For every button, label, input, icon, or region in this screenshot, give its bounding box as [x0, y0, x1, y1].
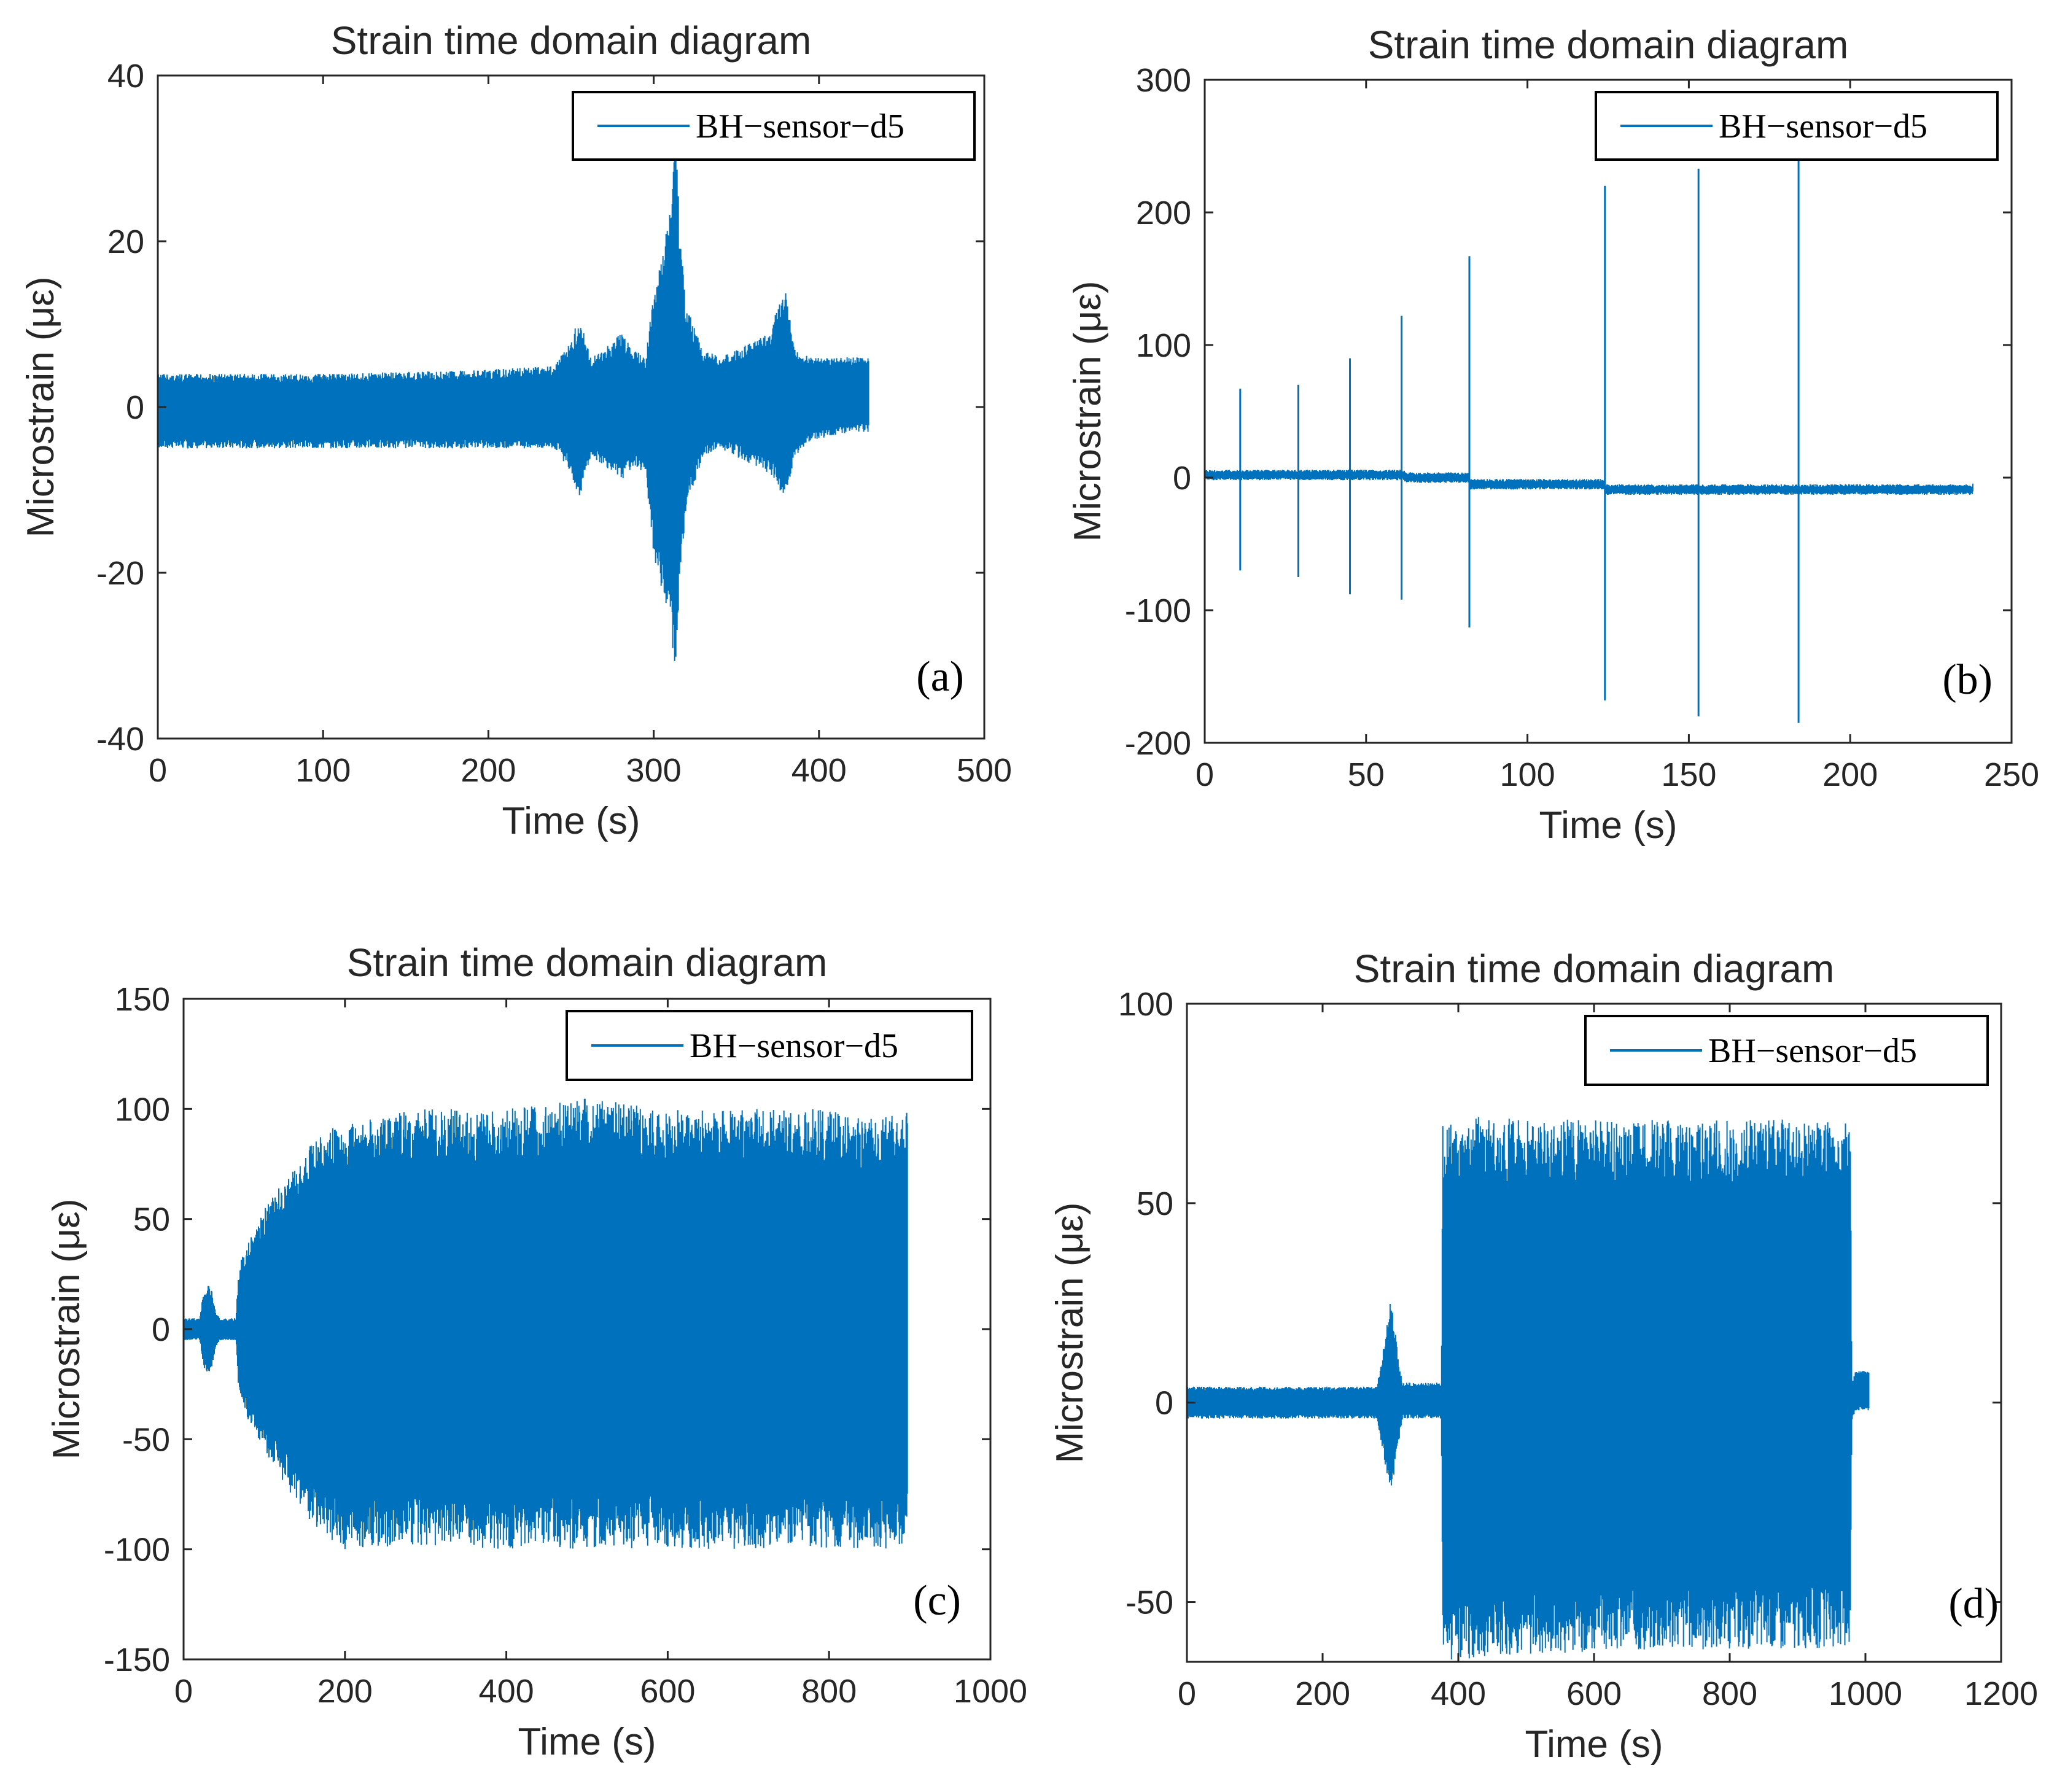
y-tick-label: 100: [115, 1091, 170, 1128]
x-tick-label: 1200: [1964, 1675, 2038, 1712]
y-tick-label: -40: [96, 721, 144, 758]
series-line: [1186, 1117, 1870, 1660]
x-tick-label: 1000: [1829, 1675, 1902, 1712]
x-tick-label: 0: [174, 1673, 193, 1710]
series-a: [157, 93, 869, 661]
x-tick-label: 600: [1566, 1675, 1622, 1712]
y-tick-label: -50: [122, 1421, 170, 1458]
legend: BH−sensor−d5: [572, 91, 976, 161]
y-tick-label: -20: [96, 555, 144, 592]
y-tick-label: -100: [104, 1532, 170, 1569]
y-tick-label: 40: [107, 58, 144, 95]
chart-panel-b: Strain time domain diagram 0 50 100 150 200 25…: [1067, 23, 2039, 847]
y-tick-label: 150: [115, 981, 170, 1018]
y-tick-label: 100: [1136, 327, 1191, 364]
y-tick-label: -50: [1126, 1584, 1173, 1621]
x-tick-label: 400: [1431, 1675, 1486, 1712]
series-line: [1204, 470, 1973, 495]
y-tick-label: 300: [1136, 62, 1191, 99]
y-tick-label: -150: [104, 1642, 170, 1678]
legend: BH−sensor−d5: [1595, 91, 1999, 161]
x-tick-label: 50: [1348, 756, 1385, 793]
x-tick-label: 100: [295, 752, 351, 789]
x-tick-label: 200: [461, 752, 516, 789]
chart-title: Strain time domain diagram: [347, 941, 828, 985]
y-axis-label: Microstrain (με): [20, 276, 62, 537]
legend: BH−sensor−d5: [1584, 1015, 1989, 1086]
series-b: [1204, 159, 1973, 723]
y-tick-label: 0: [1173, 460, 1191, 497]
y-tick-label: 100: [1118, 986, 1173, 1023]
y-tick-label: 20: [107, 223, 144, 260]
x-tick-label: 0: [1178, 1675, 1196, 1712]
y-axis-label: Microstrain (με): [1049, 1202, 1091, 1463]
y-axis-label: Microstrain (με): [45, 1198, 88, 1459]
series-d: [1186, 1117, 1870, 1660]
chart-title: Strain time domain diagram: [331, 18, 812, 63]
x-axis-label: Time (s): [502, 800, 640, 842]
chart-panel-c: Strain time domain diagram 0 200 400 600 800 1…: [45, 941, 1027, 1763]
x-tick-label: 400: [791, 752, 847, 789]
legend-label: BH−sensor−d5: [1708, 1032, 1917, 1070]
y-tick-label: 0: [126, 389, 144, 426]
x-tick-label: 300: [626, 752, 682, 789]
series-line: [157, 93, 869, 661]
chart-title: Strain time domain diagram: [1368, 23, 1849, 67]
y-tick-label: 200: [1136, 195, 1191, 231]
legend-label: BH−sensor−d5: [690, 1027, 898, 1065]
y-tick-label: 50: [133, 1201, 170, 1238]
y-tick-label: -100: [1125, 592, 1191, 629]
x-tick-label: 200: [1822, 756, 1878, 793]
x-tick-label: 250: [1984, 756, 2039, 793]
series-c: [183, 1098, 908, 1550]
x-tick-label: 600: [640, 1673, 695, 1710]
panel-label: (d): [1948, 1580, 1999, 1627]
x-tick-label: 500: [957, 752, 1012, 789]
y-tick-label: -200: [1125, 725, 1191, 762]
y-tick-label: 0: [1155, 1385, 1173, 1422]
chart-title: Strain time domain diagram: [1354, 947, 1835, 991]
y-tick-label: 50: [1137, 1185, 1173, 1222]
legend-label: BH−sensor−d5: [1719, 107, 1927, 145]
plot-frame: [1203, 79, 2013, 744]
x-tick-label: 800: [1702, 1675, 1757, 1712]
x-tick-label: 100: [1500, 756, 1555, 793]
x-tick-label: 150: [1661, 756, 1716, 793]
x-tick-label: 0: [1196, 756, 1214, 793]
legend-label: BH−sensor−d5: [696, 107, 904, 145]
series-line: [183, 1098, 908, 1550]
x-tick-label: 400: [479, 1673, 534, 1710]
x-axis-label: Time (s): [1525, 1723, 1663, 1766]
y-axis-label: Microstrain (με): [1067, 281, 1109, 541]
x-tick-label: 1000: [954, 1673, 1027, 1710]
x-tick-label: 200: [1295, 1675, 1350, 1712]
panel-label: (c): [913, 1577, 961, 1624]
x-axis-label: Time (s): [518, 1721, 656, 1763]
chart-panel-d: Strain time domain diagram 0 200 400 600 800 1…: [1049, 947, 2038, 1766]
legend: BH−sensor−d5: [566, 1010, 973, 1081]
x-tick-label: 800: [801, 1673, 857, 1710]
panel-label: (a): [916, 653, 964, 700]
x-tick-label: 200: [317, 1673, 373, 1710]
x-axis-label: Time (s): [1539, 804, 1678, 847]
panel-label: (b): [1942, 656, 1993, 704]
y-tick-label: 0: [152, 1311, 170, 1348]
x-tick-label: 0: [149, 752, 167, 789]
